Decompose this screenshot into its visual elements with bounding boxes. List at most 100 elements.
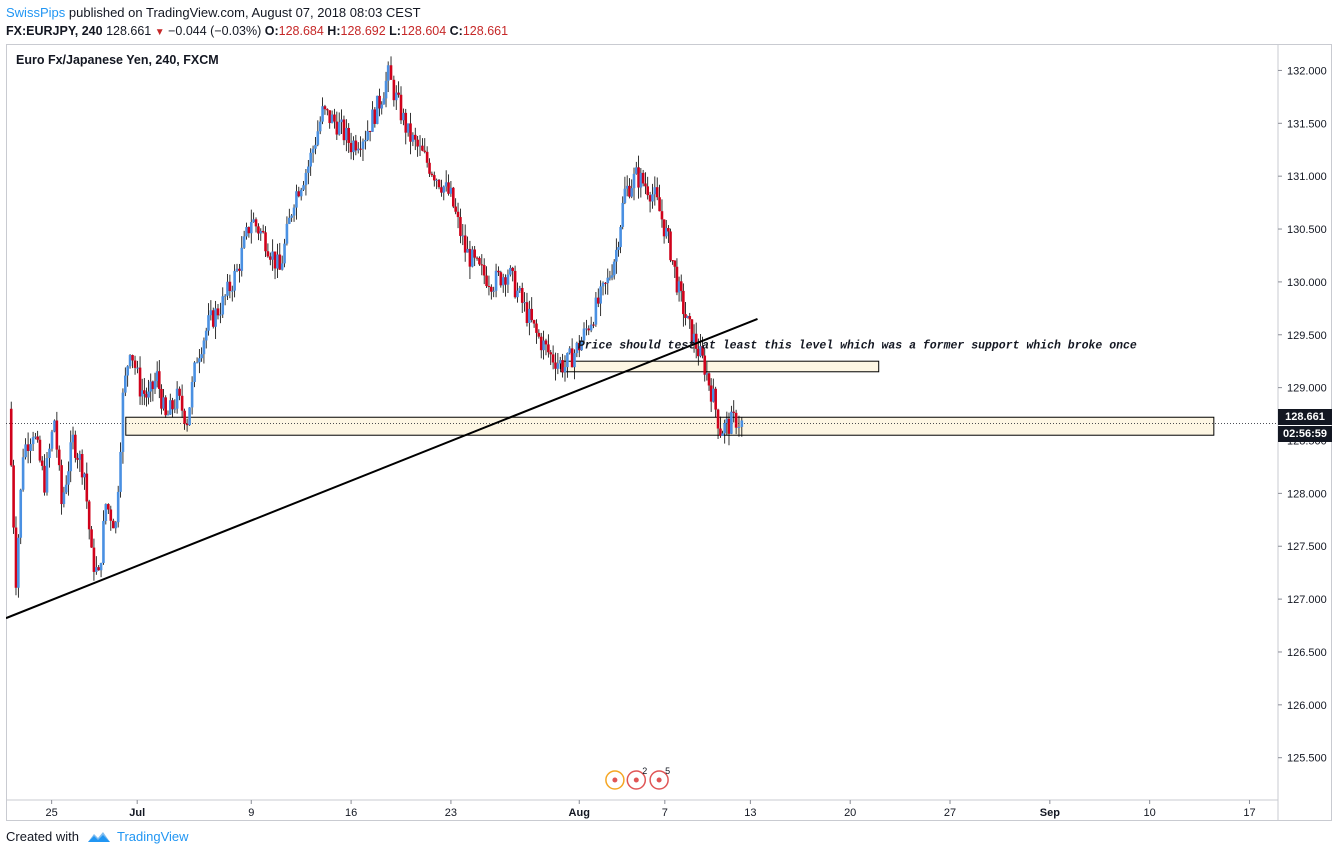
candle-up <box>364 139 367 142</box>
candle-down <box>497 270 500 273</box>
high-value: 128.692 <box>340 24 386 38</box>
candle-down <box>669 231 672 261</box>
candle-down <box>475 257 479 259</box>
time-tick-label: 20 <box>844 807 856 819</box>
candle-up <box>309 152 312 167</box>
candle-up <box>302 185 305 190</box>
candle-down <box>112 520 115 529</box>
event-marker-dot <box>656 777 662 783</box>
price-tick-label: 126.000 <box>1287 700 1327 712</box>
candle-up <box>623 188 627 203</box>
candle-down <box>658 197 661 212</box>
candle-up <box>582 328 586 341</box>
candle-down <box>535 323 538 333</box>
candle-down <box>671 260 674 262</box>
candle-down <box>641 172 645 184</box>
candle-up <box>307 166 310 173</box>
candle-up <box>712 388 715 402</box>
price-tick-label: 132.000 <box>1287 65 1327 77</box>
candle-up <box>382 98 386 105</box>
candle-down <box>701 346 704 356</box>
candle-down <box>326 109 329 111</box>
candle-up <box>83 473 86 478</box>
candle-down <box>646 186 650 196</box>
candle-up <box>444 182 448 187</box>
candle-down <box>238 268 241 271</box>
trendline[interactable] <box>6 317 758 620</box>
candle-down <box>160 388 163 409</box>
candle-up <box>492 290 495 292</box>
high-label: H: <box>327 24 341 38</box>
candle-down <box>40 460 44 466</box>
candle-up <box>21 457 25 490</box>
price-chart[interactable]: 125.500 126.000 126.500 127.000 127.500 128.0… <box>6 44 1332 821</box>
down-arrow-icon: ▼ <box>154 27 165 38</box>
candle-down <box>539 336 543 351</box>
candle-down <box>109 509 113 521</box>
candle-up <box>677 281 681 293</box>
candle-down <box>499 272 503 286</box>
candle-up <box>566 352 569 368</box>
candle-up <box>53 420 56 432</box>
candle-down <box>413 134 417 140</box>
author-link[interactable]: SwissPips <box>6 5 66 20</box>
candle-down <box>459 217 462 236</box>
candle-down <box>697 348 700 357</box>
candle-down <box>335 121 339 135</box>
candle-down <box>143 390 146 394</box>
candle-down <box>655 187 659 198</box>
candle-down <box>399 94 403 121</box>
candle-up <box>330 114 334 124</box>
candle-up <box>249 222 253 234</box>
candle-down <box>482 265 486 276</box>
candle-up <box>136 367 139 369</box>
candle-down <box>440 187 443 193</box>
candle-down <box>688 316 692 320</box>
tradingview-link[interactable]: TradingView <box>87 828 189 846</box>
candle-up <box>116 491 120 523</box>
candle-down <box>577 342 581 351</box>
candle-down <box>525 302 529 323</box>
candle-down <box>485 275 488 287</box>
candle-up <box>78 454 82 460</box>
candle-down <box>432 175 436 181</box>
candle-down <box>532 320 536 324</box>
candle-down <box>97 567 100 571</box>
event-count-label: 5 <box>665 766 670 776</box>
candle-up <box>568 348 572 353</box>
current-support-zone[interactable] <box>125 416 1215 436</box>
candle-down <box>157 371 161 389</box>
candle-down <box>389 65 393 80</box>
candle-up <box>99 563 103 571</box>
candle-down <box>707 373 711 386</box>
last-price: 128.661 <box>106 24 152 38</box>
price-tick-label: 125.500 <box>1287 753 1327 765</box>
candle-down <box>592 324 595 326</box>
candle-up <box>188 407 191 426</box>
candle-up <box>204 330 208 341</box>
candle-down <box>14 527 18 588</box>
candle-up <box>198 358 201 363</box>
candle-up <box>140 390 144 397</box>
candle-up <box>288 217 291 224</box>
candle-up <box>615 249 618 262</box>
candle-down <box>660 211 664 220</box>
time-tick-label: Aug <box>569 807 590 819</box>
close-value: 128.661 <box>462 24 509 38</box>
candle-down <box>675 266 679 293</box>
candle-up <box>318 121 322 132</box>
candle-up <box>17 537 20 588</box>
candle-up <box>155 371 159 382</box>
time-tick-label: 16 <box>345 807 357 819</box>
candle-down <box>247 227 251 234</box>
candle-up <box>121 392 125 452</box>
candle-down <box>164 397 168 416</box>
former-support-zone[interactable] <box>560 360 880 373</box>
candle-up <box>361 141 365 149</box>
candle-up <box>356 148 360 151</box>
candle-up <box>471 249 474 267</box>
candle-down <box>537 332 541 337</box>
price-tick-label: 131.000 <box>1287 171 1327 183</box>
candle-down <box>359 148 362 150</box>
candle-down <box>554 362 557 369</box>
